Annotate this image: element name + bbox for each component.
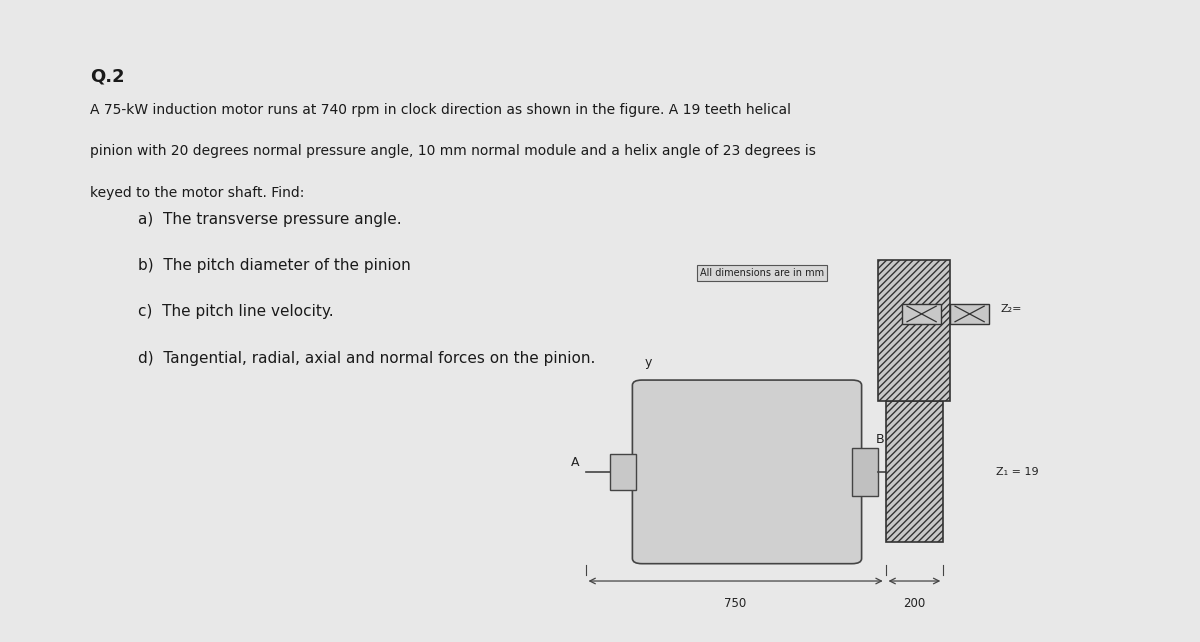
Text: Q.2: Q.2 (90, 67, 125, 85)
Text: d)  Tangential, radial, axial and normal forces on the pinion.: d) Tangential, radial, axial and normal … (138, 351, 595, 365)
Text: Z₂=: Z₂= (1001, 304, 1022, 315)
Text: B: B (875, 433, 884, 446)
Text: y: y (644, 356, 652, 369)
Text: A: A (571, 456, 580, 469)
Text: Z₁ = 19: Z₁ = 19 (996, 467, 1039, 477)
FancyBboxPatch shape (632, 380, 862, 564)
Text: keyed to the motor shaft. Find:: keyed to the motor shaft. Find: (90, 186, 305, 200)
Text: c)  The pitch line velocity.: c) The pitch line velocity. (138, 304, 334, 319)
Bar (852, 448, 878, 496)
Text: All dimensions are in mm: All dimensions are in mm (700, 268, 824, 278)
Bar (902, 304, 941, 324)
Text: b)  The pitch diameter of the pinion: b) The pitch diameter of the pinion (138, 258, 410, 273)
Bar (878, 260, 950, 401)
Text: 200: 200 (904, 597, 925, 610)
Text: 750: 750 (725, 597, 746, 610)
Text: a)  The transverse pressure angle.: a) The transverse pressure angle. (138, 212, 402, 227)
Text: A 75-kW induction motor runs at 740 rpm in clock direction as shown in the figur: A 75-kW induction motor runs at 740 rpm … (90, 103, 791, 117)
Text: pinion with 20 degrees normal pressure angle, 10 mm normal module and a helix an: pinion with 20 degrees normal pressure a… (90, 144, 816, 159)
Bar (886, 401, 943, 542)
Bar (950, 304, 989, 324)
Bar (610, 455, 636, 489)
